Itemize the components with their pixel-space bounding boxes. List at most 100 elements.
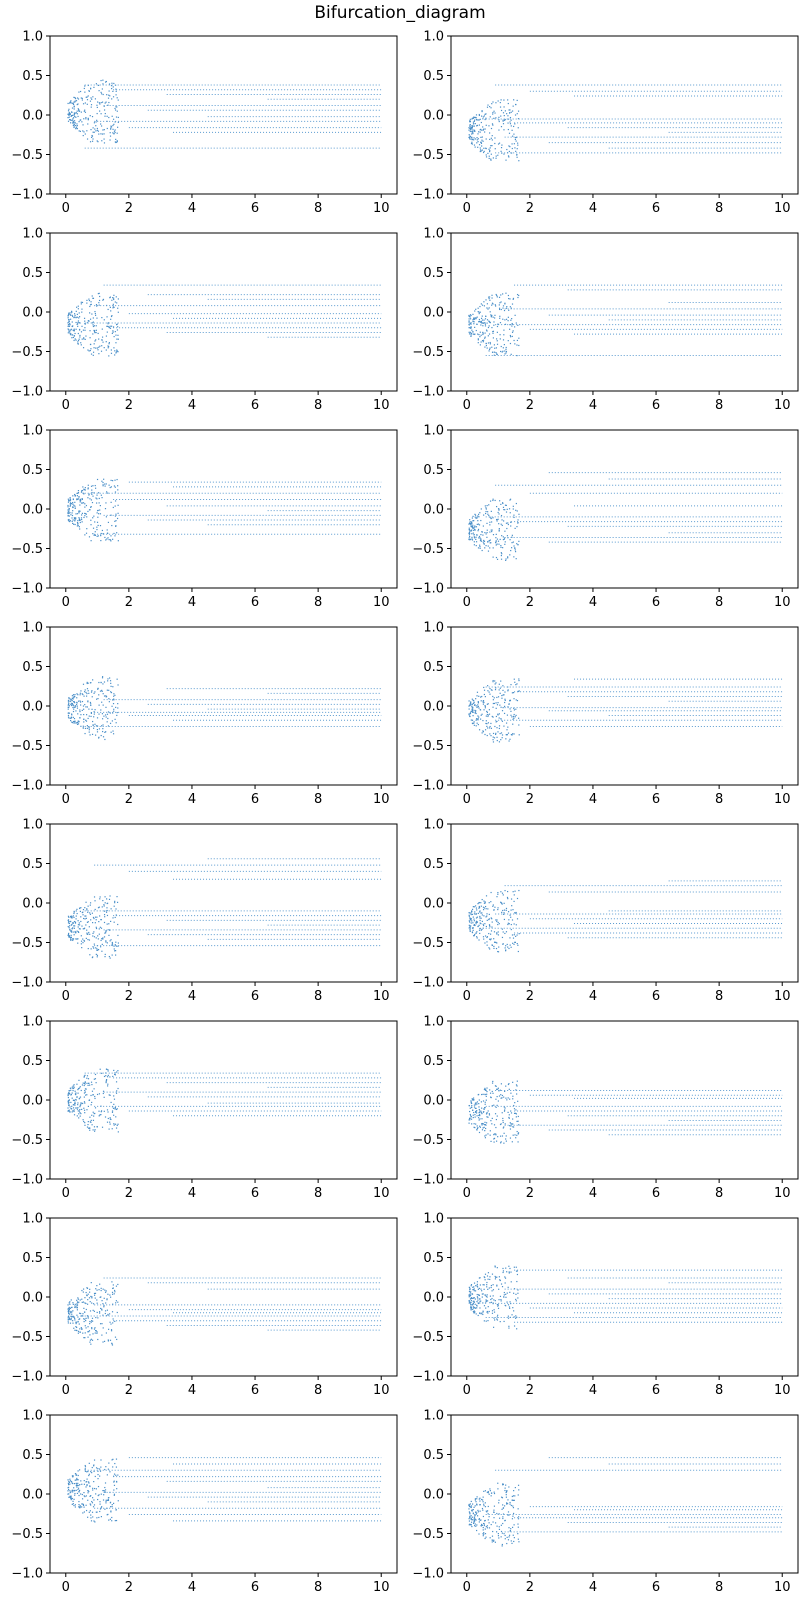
- burst-point: [103, 138, 105, 140]
- burst-point: [81, 521, 83, 523]
- burst-point: [496, 520, 498, 522]
- burst-point: [73, 934, 75, 936]
- burst-point: [503, 1096, 505, 1098]
- x-tick-label: 2: [526, 398, 534, 413]
- burst-point: [75, 339, 77, 341]
- burst-point: [495, 1133, 497, 1135]
- burst-point: [502, 112, 505, 114]
- burst-point: [494, 142, 496, 145]
- burst-point: [88, 727, 90, 729]
- burst-point: [98, 102, 101, 104]
- burst-point: [472, 1097, 475, 1099]
- burst-point: [484, 707, 486, 709]
- burst-point: [488, 1527, 491, 1529]
- burst-point: [114, 505, 116, 507]
- burst-point: [472, 1519, 474, 1521]
- burst-point: [89, 349, 91, 352]
- burst-point: [89, 318, 92, 320]
- burst-point: [96, 956, 98, 958]
- burst-point: [512, 508, 514, 510]
- burst-point: [77, 490, 80, 492]
- x-tick-label: 8: [715, 398, 723, 413]
- burst-point: [478, 901, 480, 904]
- burst-point: [92, 297, 95, 299]
- burst-point: [488, 320, 490, 322]
- burst-point: [73, 339, 75, 342]
- burst-point: [86, 299, 88, 301]
- burst-point: [509, 498, 512, 500]
- x-tick-label: 2: [526, 989, 534, 1004]
- burst-point: [469, 712, 472, 714]
- burst-point: [486, 531, 488, 534]
- burst-point: [488, 947, 490, 949]
- burst-point: [483, 514, 485, 516]
- x-tick-label: 0: [62, 1186, 70, 1201]
- burst-point: [469, 331, 471, 333]
- burst-point: [105, 940, 107, 942]
- burst-point: [75, 1306, 77, 1308]
- burst-point: [113, 82, 115, 85]
- burst-point: [507, 911, 510, 913]
- burst-point: [513, 1108, 516, 1110]
- burst-point: [510, 125, 512, 127]
- burst-point: [81, 498, 83, 501]
- burst-point: [79, 519, 81, 522]
- burst-point: [78, 720, 80, 722]
- burst-point: [82, 130, 84, 132]
- burst-point: [109, 957, 111, 959]
- burst-point: [509, 342, 512, 345]
- burst-point: [515, 1270, 518, 1272]
- burst-point: [91, 1090, 94, 1092]
- burst-point: [486, 1300, 489, 1302]
- burst-point: [67, 511, 69, 513]
- burst-point: [113, 708, 115, 710]
- burst-point: [92, 1111, 94, 1113]
- burst-point: [480, 923, 482, 925]
- burst-point: [101, 690, 103, 692]
- burst-point: [73, 523, 75, 525]
- burst-point: [490, 107, 492, 109]
- burst-point: [90, 712, 93, 714]
- burst-point: [91, 115, 94, 118]
- burst-point: [110, 1101, 112, 1104]
- x-tick-label: 0: [463, 398, 471, 413]
- burst-point: [89, 1495, 91, 1497]
- burst-point: [477, 138, 479, 140]
- burst-point: [481, 898, 483, 901]
- burst-point: [100, 946, 102, 948]
- burst-point: [492, 498, 494, 500]
- burst-point: [468, 527, 470, 529]
- subplot-frame: [450, 1020, 799, 1180]
- burst-point: [487, 326, 490, 329]
- burst-point: [477, 530, 479, 532]
- burst-point: [69, 313, 71, 316]
- burst-point: [495, 721, 497, 723]
- burst-point: [107, 1070, 109, 1072]
- burst-point: [491, 1273, 494, 1275]
- x-tick-label: 2: [526, 595, 534, 610]
- y-tick-label: −1.0: [412, 976, 444, 991]
- burst-point: [114, 331, 116, 333]
- burst-point: [93, 131, 95, 133]
- burst-point: [101, 1308, 103, 1310]
- burst-point: [493, 1309, 495, 1311]
- burst-point: [512, 298, 514, 300]
- burst-point: [512, 1098, 514, 1100]
- x-tick-label: 10: [373, 595, 390, 610]
- burst-point: [501, 1496, 503, 1498]
- burst-point: [489, 924, 491, 926]
- burst-point: [478, 1498, 480, 1500]
- burst-point: [482, 534, 484, 536]
- burst-point: [484, 118, 486, 121]
- burst-point: [89, 312, 91, 314]
- burst-point: [111, 954, 113, 956]
- burst-point: [496, 353, 498, 355]
- burst-point: [493, 1491, 495, 1493]
- burst-point: [512, 909, 514, 911]
- burst-point: [504, 932, 506, 935]
- y-tick-label: −0.5: [412, 542, 444, 557]
- y-tick-label: 0.5: [22, 1251, 43, 1266]
- burst-point: [475, 921, 477, 924]
- burst-point: [508, 947, 510, 950]
- burst-point: [469, 136, 471, 139]
